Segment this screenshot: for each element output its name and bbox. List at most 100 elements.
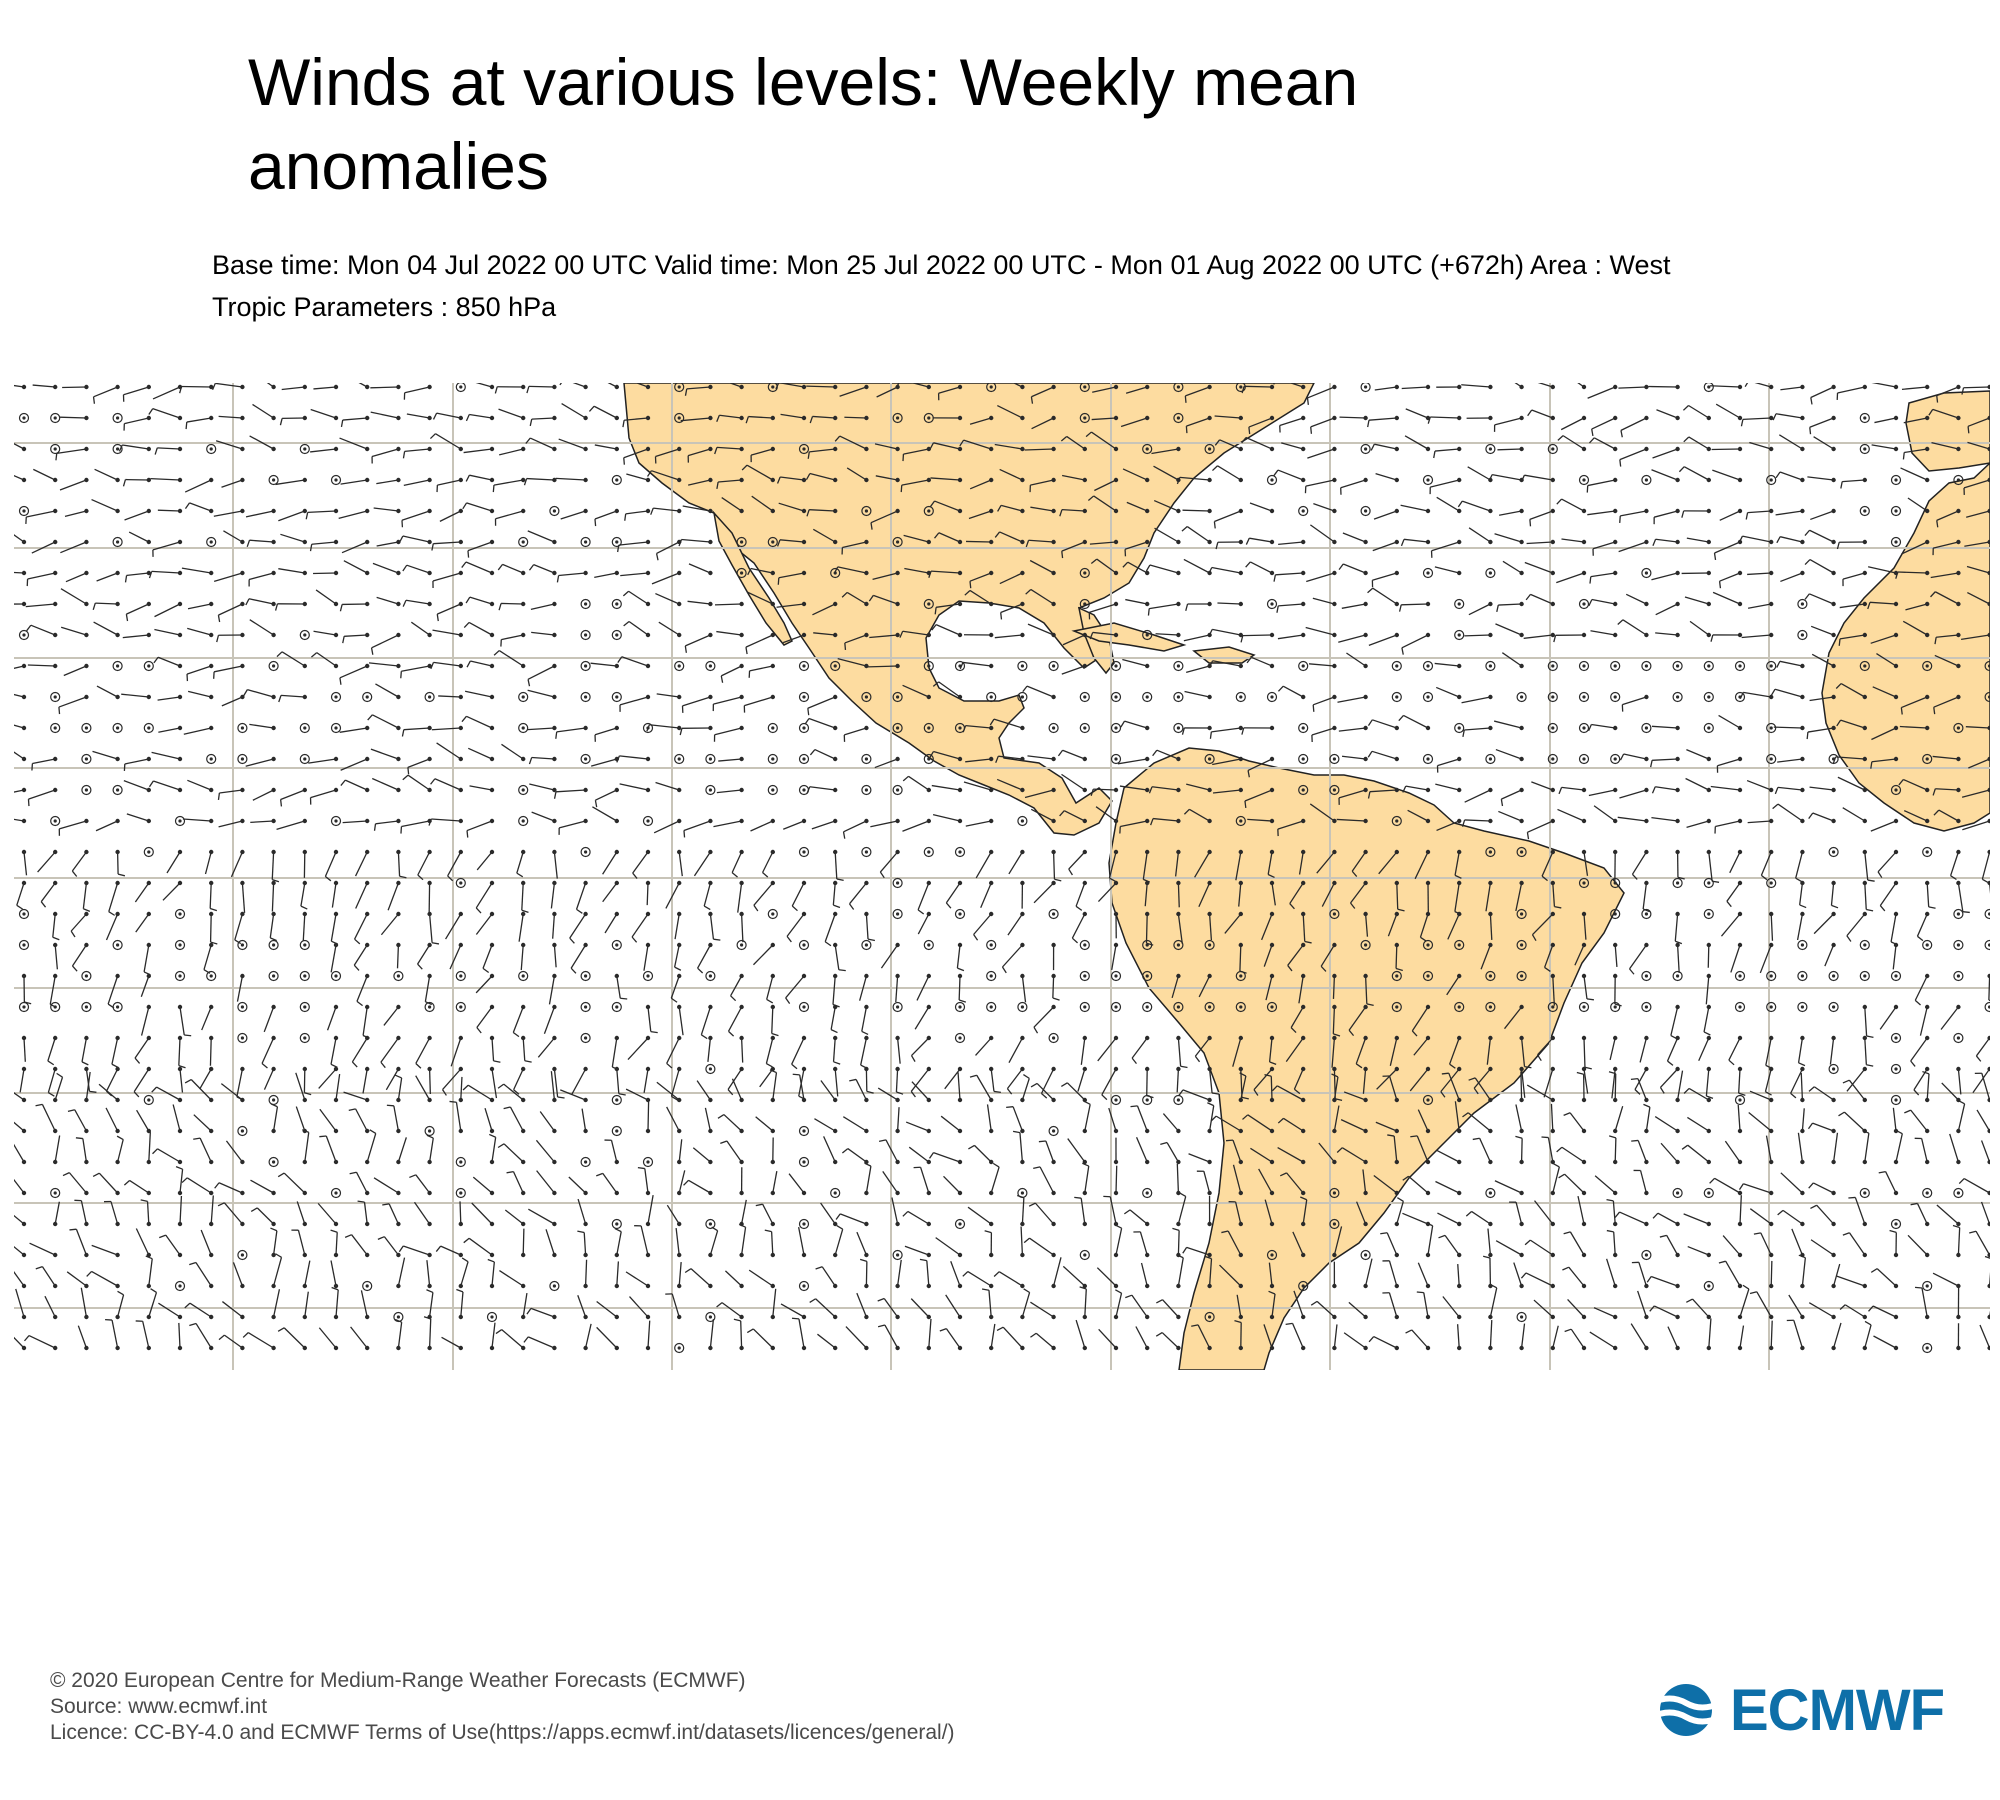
wind-barb xyxy=(489,1322,496,1351)
wind-barb xyxy=(1207,911,1213,941)
wind-barb xyxy=(1185,663,1212,674)
wind-barb xyxy=(655,592,682,607)
wind-barb xyxy=(184,502,214,514)
wind-barb xyxy=(1176,911,1183,944)
ecmwf-logo: ECMWF xyxy=(1648,1678,1958,1743)
wind-barb xyxy=(105,1318,120,1351)
calm-circle xyxy=(1079,598,1090,610)
calm-circle xyxy=(1953,1032,1964,1044)
wind-barb xyxy=(302,1291,309,1320)
wind-barb xyxy=(1306,570,1337,583)
wind-barb xyxy=(14,724,27,731)
wind-barb xyxy=(426,1289,434,1320)
wind-barb xyxy=(122,477,151,487)
calm-circle xyxy=(455,1156,466,1168)
wind-barb xyxy=(1448,1035,1462,1069)
wind-barb xyxy=(242,1332,276,1351)
wind-barb xyxy=(1956,880,1970,914)
wind-barb xyxy=(1096,1267,1119,1289)
wind-barb xyxy=(1689,620,1712,638)
wind-barb xyxy=(1140,1262,1150,1289)
wind-barb xyxy=(1090,558,1119,576)
wind-barb xyxy=(426,1260,432,1289)
calm-circle xyxy=(1298,784,1309,796)
wind-barb xyxy=(681,694,713,713)
wind-barb xyxy=(25,508,58,524)
wind-barb xyxy=(539,1111,557,1134)
wind-barb xyxy=(394,1074,403,1103)
wind-barb xyxy=(354,849,370,877)
calm-circle xyxy=(1734,1094,1746,1106)
calm-circle xyxy=(1142,1187,1153,1199)
wind-barb xyxy=(1808,1302,1836,1320)
source-line: Source: www.ecmwf.int xyxy=(50,1695,268,1718)
wind-barb xyxy=(465,474,495,483)
calm-circle xyxy=(986,1001,997,1013)
calm-circle xyxy=(112,443,123,455)
wind-barb xyxy=(528,1208,557,1227)
wind-barb xyxy=(1020,973,1027,1003)
calm-circle xyxy=(362,691,373,703)
calm-circle xyxy=(1110,970,1122,982)
wind-barb xyxy=(895,1259,902,1289)
wind-barb xyxy=(1686,537,1712,545)
wind-barb xyxy=(581,1108,588,1134)
wind-barb xyxy=(716,414,744,422)
wind-barb xyxy=(84,1071,91,1103)
calm-circle xyxy=(611,629,622,641)
calm-circle xyxy=(1360,939,1371,951)
wind-barb xyxy=(280,533,307,545)
wind-barb xyxy=(213,508,245,517)
wind-barb xyxy=(1277,685,1306,700)
wind-barb xyxy=(746,1328,775,1351)
wind-barb xyxy=(232,1262,245,1289)
wind-barb xyxy=(1495,1240,1524,1258)
wind-barb xyxy=(962,1270,994,1289)
wind-barb xyxy=(1726,880,1743,908)
wind-barb xyxy=(632,849,651,879)
calm-circle xyxy=(1703,660,1714,672)
wind-barb xyxy=(1340,477,1368,495)
wind-barb xyxy=(870,818,900,828)
wind-barb xyxy=(697,942,713,974)
wind-barb xyxy=(645,1320,651,1351)
wind-barb xyxy=(95,818,120,832)
wind-barb xyxy=(92,601,120,610)
wind-barb xyxy=(1456,1324,1462,1351)
wind-barb xyxy=(1630,1323,1649,1351)
wind-barb xyxy=(875,475,900,483)
wind-barb xyxy=(1030,384,1056,404)
wind-barb xyxy=(583,1323,592,1351)
wind-barb xyxy=(402,564,432,576)
wind-barb xyxy=(360,1290,370,1320)
wind-barb xyxy=(1776,536,1805,545)
wind-barb xyxy=(687,600,713,607)
wind-barb xyxy=(1956,1066,1962,1095)
wind-barb xyxy=(386,1104,401,1134)
wind-barb xyxy=(126,813,151,824)
wind-barb xyxy=(1196,1170,1212,1196)
wind-barb xyxy=(950,1261,963,1289)
wind-barb xyxy=(1558,1173,1587,1196)
calm-circle xyxy=(1516,908,1527,920)
calm-circle xyxy=(362,1280,373,1292)
wind-barb xyxy=(484,1107,495,1134)
wind-barb xyxy=(1684,596,1712,607)
wind-barb xyxy=(677,1170,686,1196)
wind-barb xyxy=(1312,694,1337,712)
wind-barb xyxy=(14,1271,27,1289)
wind-barb xyxy=(1389,1035,1400,1066)
wind-barb xyxy=(989,1323,996,1351)
calm-circle xyxy=(1703,908,1714,920)
wind-barb xyxy=(1877,849,1899,879)
wind-barb xyxy=(245,756,276,767)
wind-barb xyxy=(594,725,619,742)
wind-barb xyxy=(1124,539,1150,557)
wind-barb xyxy=(330,942,339,973)
wind-barb xyxy=(358,383,370,390)
calm-circle xyxy=(1766,660,1777,672)
wind-barb xyxy=(1557,808,1587,824)
calm-circle xyxy=(705,1218,716,1230)
calm-circle xyxy=(1485,753,1496,765)
calm-circle xyxy=(112,939,123,951)
